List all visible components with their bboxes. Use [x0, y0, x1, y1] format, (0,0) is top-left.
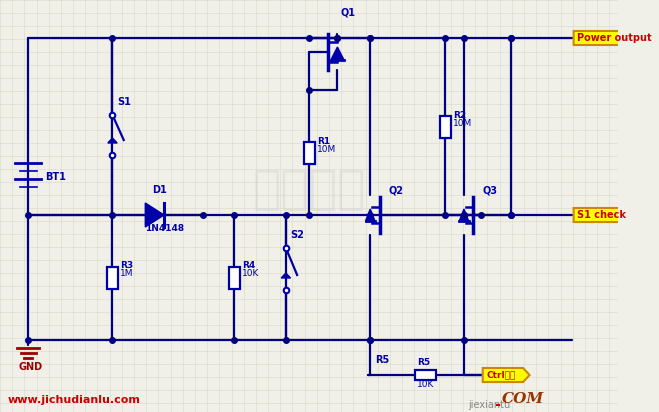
Text: jiexiantu: jiexiantu — [469, 400, 511, 410]
Polygon shape — [281, 273, 291, 278]
Text: Ctrl债山: Ctrl债山 — [486, 370, 516, 379]
Text: R1: R1 — [317, 136, 330, 145]
Polygon shape — [145, 203, 164, 227]
Text: R2: R2 — [453, 110, 466, 119]
Text: Power output: Power output — [577, 33, 652, 43]
Text: 10M: 10M — [317, 145, 336, 154]
Text: Q2: Q2 — [389, 185, 404, 195]
Polygon shape — [483, 368, 530, 382]
Text: R3: R3 — [120, 262, 133, 271]
Text: 1M: 1M — [120, 269, 134, 279]
Text: S2: S2 — [291, 230, 304, 240]
Polygon shape — [573, 31, 652, 45]
Text: S1 check: S1 check — [577, 210, 627, 220]
Text: GND: GND — [18, 362, 43, 372]
Text: www.jichudianlu.com: www.jichudianlu.com — [7, 395, 140, 405]
Text: 1N4148: 1N4148 — [145, 224, 185, 233]
Text: R5: R5 — [417, 358, 430, 367]
FancyBboxPatch shape — [229, 267, 240, 288]
Text: R5: R5 — [375, 355, 389, 365]
Text: D1: D1 — [152, 185, 167, 195]
Text: 电子懒人: 电子懒人 — [252, 168, 366, 213]
Text: 10K: 10K — [242, 269, 259, 279]
Text: Q3: Q3 — [483, 185, 498, 195]
FancyBboxPatch shape — [415, 370, 436, 380]
FancyBboxPatch shape — [304, 141, 315, 164]
Polygon shape — [459, 209, 469, 221]
Text: R4: R4 — [242, 262, 255, 271]
Polygon shape — [331, 47, 344, 60]
Text: S1: S1 — [117, 97, 131, 107]
Text: BT1: BT1 — [45, 172, 66, 182]
Text: 10M: 10M — [453, 119, 472, 127]
Polygon shape — [366, 209, 375, 221]
FancyBboxPatch shape — [440, 115, 451, 138]
Polygon shape — [573, 208, 631, 222]
Polygon shape — [108, 138, 117, 143]
FancyBboxPatch shape — [107, 267, 118, 288]
Text: 10K: 10K — [417, 380, 434, 389]
Text: Q1: Q1 — [340, 7, 355, 17]
Text: COM: COM — [501, 392, 544, 406]
